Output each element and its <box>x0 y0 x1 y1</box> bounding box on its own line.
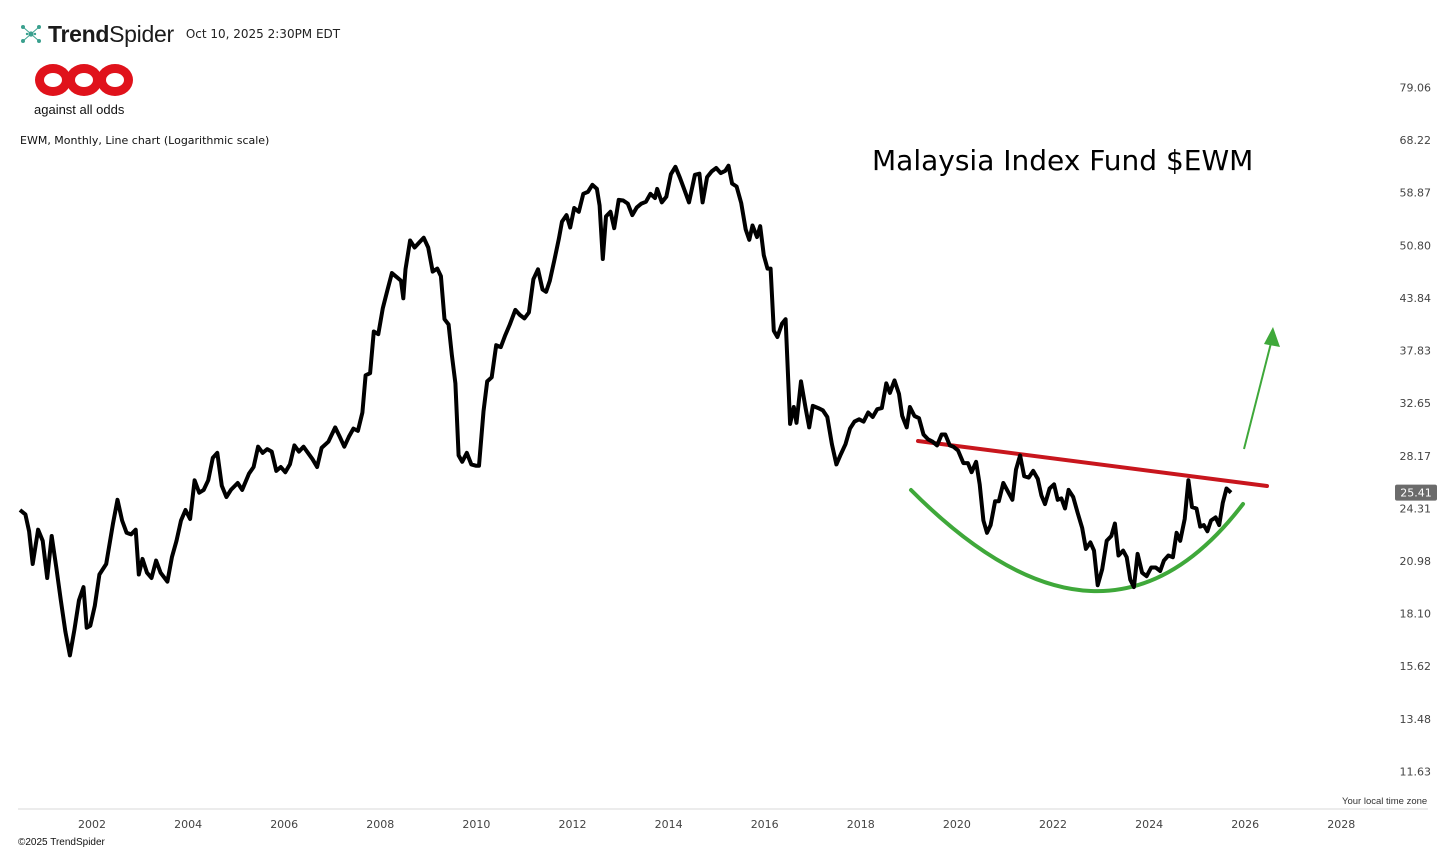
chart-timestamp: Oct 10, 2025 2:30PM EDT <box>185 27 341 41</box>
brand-name: TrendSpider <box>48 20 174 47</box>
y-tick-label: 37.83 <box>1400 345 1432 358</box>
x-tick-label: 2012 <box>559 818 587 831</box>
x-tick-label: 2004 <box>174 818 202 831</box>
y-tick-label: 24.31 <box>1400 502 1432 515</box>
breakout-arrow-head <box>1264 327 1280 347</box>
x-tick-label: 2002 <box>78 818 106 831</box>
y-tick-label: 13.48 <box>1400 713 1432 726</box>
y-tick-label: 32.65 <box>1400 397 1432 410</box>
y-tick-label: 43.84 <box>1400 292 1432 305</box>
x-tick-label: 2022 <box>1039 818 1067 831</box>
y-tick-label: 58.87 <box>1400 187 1432 200</box>
last-price-badge <box>1395 484 1437 501</box>
y-tick-label: 15.62 <box>1400 660 1432 673</box>
x-tick-label: 2010 <box>462 818 490 831</box>
chart-description: EWM, Monthly, Line chart (Logarithmic sc… <box>20 134 270 147</box>
y-tick-label: 79.06 <box>1400 82 1432 95</box>
y-tick-label: 68.22 <box>1400 134 1432 147</box>
trendspider-dots-icon <box>21 25 41 43</box>
chart-title: Malaysia Index Fund $EWM <box>872 144 1254 177</box>
y-tick-label: 11.63 <box>1400 766 1432 779</box>
x-tick-label: 2018 <box>847 818 875 831</box>
x-tick-label: 2020 <box>943 818 971 831</box>
header-bar: TrendSpider Oct 10, 2025 2:30PM EDT <box>18 18 340 50</box>
y-tick-label: 20.98 <box>1400 555 1432 568</box>
y-tick-label: 18.10 <box>1400 608 1432 621</box>
y-tick-label: 28.17 <box>1400 450 1432 463</box>
x-tick-label: 2006 <box>270 818 298 831</box>
rounding-bottom-arc[interactable] <box>909 488 1245 593</box>
x-tick-label: 2014 <box>655 818 683 831</box>
resistance-trendline[interactable] <box>916 439 1269 488</box>
x-tick-label: 2024 <box>1135 818 1163 831</box>
timezone-note: Your local time zone <box>1342 796 1428 807</box>
footer-copyright: ©2025 TrendSpider <box>18 837 105 848</box>
breakout-arrow-shaft[interactable] <box>1243 342 1272 450</box>
aao-logo <box>35 64 133 96</box>
x-tick-label: 2008 <box>366 818 394 831</box>
aao-tagline: against all odds <box>34 102 125 117</box>
y-tick-label: 50.80 <box>1400 239 1432 252</box>
x-tick-label: 2026 <box>1231 818 1259 831</box>
price-line <box>18 163 1233 658</box>
x-tick-label: 2028 <box>1327 818 1355 831</box>
last-price-label: 25.41 <box>1400 487 1432 500</box>
x-tick-label: 2016 <box>751 818 779 831</box>
